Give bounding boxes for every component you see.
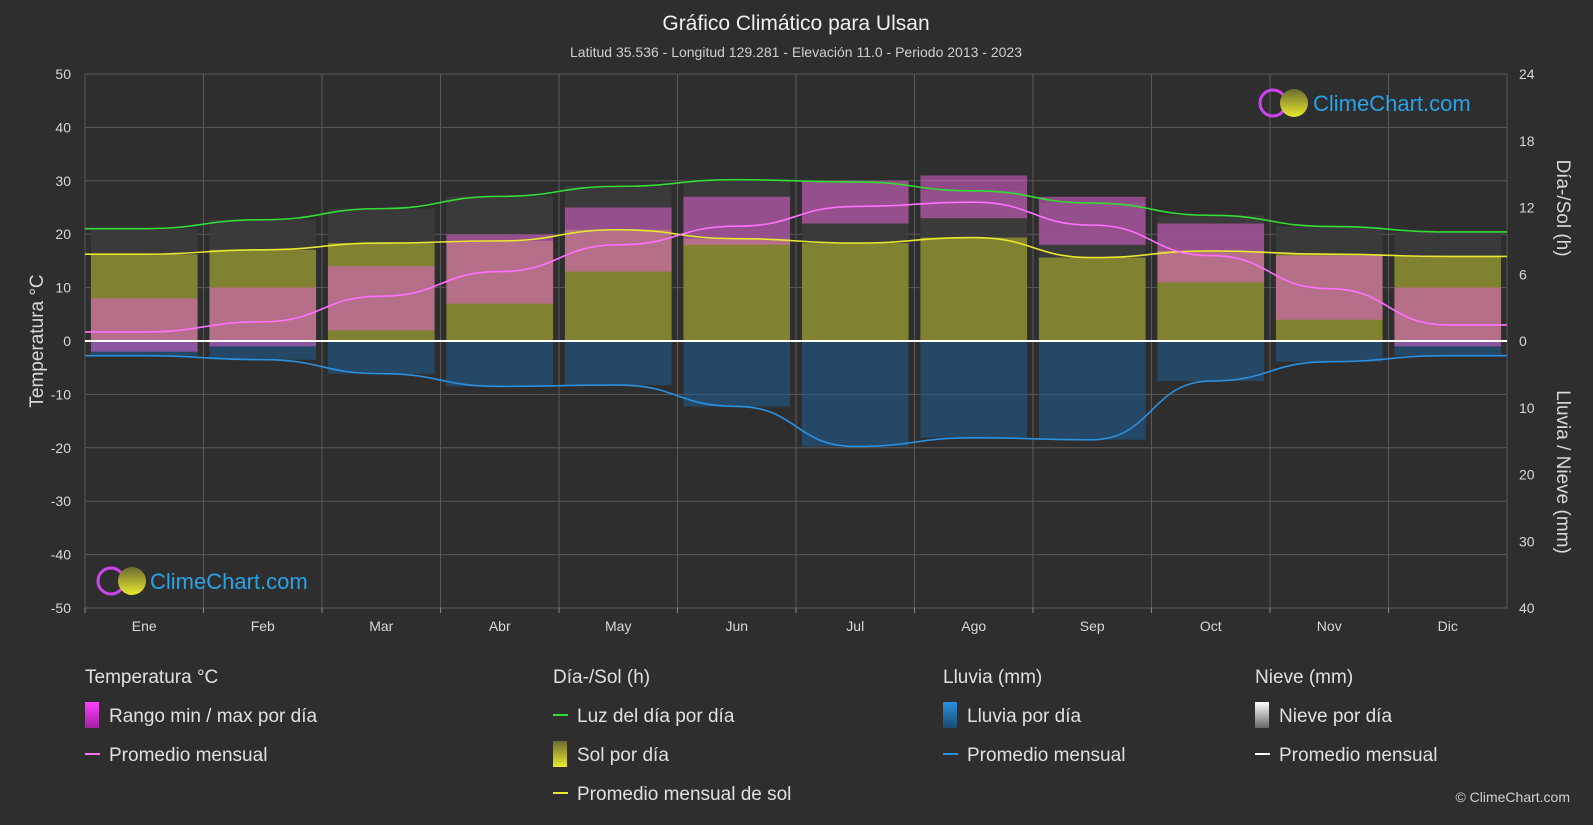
temp-range-bar [90,298,198,352]
sun-avg-line [85,228,1507,259]
x-tick-label: Sep [1080,618,1105,634]
legend-sun-header: Día-/Sol (h) [553,667,650,688]
legend-snow-daily: Nieve por día [1279,706,1392,727]
axis-ticks: 50 40 30 20 10 0 -10 -20 -30 -40 -50 24 18 12 6 0 10 20 30… [51,66,1535,634]
rain-bar [1038,341,1146,440]
legend-temperature: Temperatura °C Rango min / max por día P… [85,667,317,766]
legend-daylight: Luz del día por día [577,706,735,727]
right-bottom-tick-label: 20 [1519,467,1535,483]
rain-bar [920,341,1028,438]
left-tick-label: 50 [55,66,71,82]
left-tick-label: 20 [55,226,71,242]
legend-sun-swatch [553,741,567,767]
rain-avg-line [85,354,1507,448]
data-lines [85,178,1507,448]
legend-rain: Lluvia (mm) Lluvia por día Promedio mens… [943,667,1125,766]
sun-bar [801,243,909,341]
x-tick-label: Nov [1317,618,1342,634]
rain-bar [1275,341,1383,362]
rain-bar [801,341,909,447]
rain-bar [327,341,435,374]
legend-temp-avg: Promedio mensual [109,745,267,766]
left-tick-label: 40 [55,119,71,135]
data-bars [90,175,1502,447]
logo-top: ClimeChart.com [1258,88,1471,118]
right-bottom-axis-label: Lluvia / Nieve (mm) [1552,390,1573,554]
copyright: © ClimeChart.com [1455,789,1570,805]
temp-range-bar [446,234,554,304]
chart-title: Gráfico Climático para Ulsan [662,12,929,35]
sun-bar [1038,257,1146,341]
x-tick-label: Jun [725,618,748,634]
sun-bar [683,238,791,341]
right-top-tick-label: 0 [1519,333,1527,349]
temp-range-bar [1275,255,1383,320]
legend: Temperatura °C Rango min / max por día P… [85,667,1437,805]
logo-sun-icon [118,567,146,595]
left-tick-label: -20 [51,440,71,456]
left-tick-label: -30 [51,493,71,509]
legend-sun-avg: Promedio mensual de sol [577,784,791,805]
legend-temp-range: Rango min / max por día [109,706,317,727]
legend-rain-header: Lluvia (mm) [943,667,1042,688]
x-tick-label: Dic [1438,618,1458,634]
legend-range-swatch [85,702,99,728]
temp-range-bar [564,207,672,272]
logo-bottom: ClimeChart.com [96,566,308,596]
rain-bar [564,341,672,386]
right-bottom-tick-label: 40 [1519,600,1535,616]
temp-range-bar [920,175,1028,219]
left-tick-label: 30 [55,173,71,189]
right-top-tick-label: 6 [1519,266,1527,282]
left-axis-label: Temperatura °C [27,274,48,407]
daylight-line [85,178,1507,233]
right-top-tick-label: 24 [1519,66,1535,82]
x-tick-label: Feb [251,618,275,634]
legend-rain-swatch [943,702,957,728]
temp-range-bar [801,180,909,224]
x-tick-label: Oct [1200,618,1222,634]
legend-rain-avg: Promedio mensual [967,745,1125,766]
right-top-axis-label: Día-/Sol (h) [1552,159,1573,256]
legend-rain-daily: Lluvia por día [967,706,1082,727]
temp-avg-line [85,201,1507,333]
x-tick-label: Mar [369,618,393,634]
logo-text: ClimeChart.com [1313,91,1471,116]
chart-subtitle: Latitud 35.536 - Longitud 129.281 - Elev… [570,44,1022,60]
right-top-tick-label: 12 [1519,200,1535,216]
left-tick-label: 0 [63,333,71,349]
left-tick-label: -50 [51,600,71,616]
legend-snow-swatch [1255,702,1269,728]
left-tick-label: -10 [51,386,71,402]
logo-sun-icon [1280,89,1308,117]
right-top-tick-label: 18 [1519,133,1535,149]
rain-bar [683,341,791,407]
legend-snow: Nieve (mm) Nieve por día Promedio mensua… [1255,667,1437,766]
rain-bar [1157,341,1265,382]
x-tick-label: Ene [132,618,157,634]
logo-text: ClimeChart.com [150,569,308,594]
x-tick-label: Jul [846,618,864,634]
x-tick-label: May [605,618,631,634]
right-bottom-tick-label: 30 [1519,533,1535,549]
x-tick-label: Ago [961,618,986,634]
left-tick-label: 10 [55,280,71,296]
temp-range-bar [1394,287,1502,347]
temp-range-bar [327,266,435,331]
legend-sun: Día-/Sol (h) Luz del día por día Sol por… [553,667,791,805]
x-tick-label: Abr [489,618,511,634]
sun-bar [920,237,1028,341]
rain-bar [446,341,554,387]
left-tick-label: -40 [51,547,71,563]
legend-snow-header: Nieve (mm) [1255,667,1353,688]
legend-sun-daily: Sol por día [577,745,669,766]
right-bottom-tick-label: 10 [1519,400,1535,416]
legend-snow-avg: Promedio mensual [1279,745,1437,766]
legend-temp-header: Temperatura °C [85,667,218,688]
